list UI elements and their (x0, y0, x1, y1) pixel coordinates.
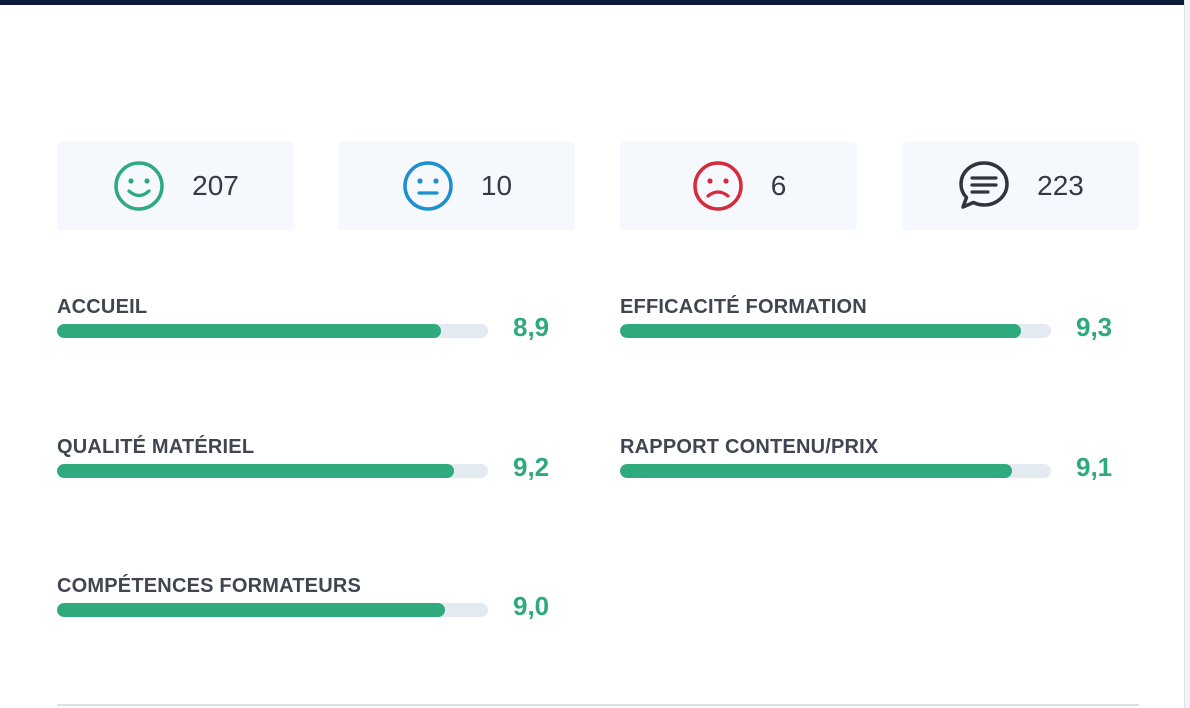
stat-card-satisfied: 207 (57, 142, 294, 230)
rating-fill (620, 464, 1013, 478)
rating-fill (57, 324, 441, 338)
rating-label: EFFICACITÉ FORMATION (620, 296, 867, 318)
rating-label: COMPÉTENCES FORMATEURS (57, 575, 362, 597)
rating-qualite-materiel: QUALITÉ MATÉRIEL 9,2 (57, 436, 557, 496)
comment-icon (957, 159, 1011, 213)
rating-fill (57, 464, 454, 478)
scrollbar[interactable] (1184, 0, 1190, 708)
rating-score: 8,9 (513, 312, 550, 342)
rating-score: 9,2 (513, 452, 550, 482)
top-navigation-bar (0, 0, 1190, 5)
section-divider (57, 704, 1139, 706)
rating-score: 9,0 (513, 591, 550, 621)
rating-label: ACCUEIL (57, 296, 148, 318)
stat-card-comments: 223 (902, 142, 1139, 230)
rating-track (620, 324, 1051, 338)
rating-fill (57, 603, 445, 617)
rating-track (57, 324, 488, 338)
rating-competences-formateurs: COMPÉTENCES FORMATEURS 9,0 (57, 575, 557, 635)
rating-track (57, 464, 488, 478)
smiley-sad-icon (691, 159, 745, 213)
stat-card-dissatisfied: 6 (620, 142, 857, 230)
rating-track (57, 603, 488, 617)
stat-card-neutral: 10 (338, 142, 575, 230)
stat-count-satisfied: 207 (192, 170, 239, 201)
rating-fill (620, 324, 1021, 338)
rating-accueil: ACCUEIL 8,9 (57, 296, 557, 356)
rating-label: QUALITÉ MATÉRIEL (57, 436, 255, 458)
rating-rapport-contenu-prix: RAPPORT CONTENU/PRIX 9,1 (620, 436, 1120, 496)
smiley-happy-icon (112, 159, 166, 213)
rating-label: RAPPORT CONTENU/PRIX (620, 436, 879, 458)
rating-score: 9,3 (1076, 312, 1113, 342)
feedback-panel (0, 5, 1184, 708)
stat-count-comments: 223 (1037, 170, 1084, 201)
stat-count-neutral: 10 (480, 170, 513, 201)
stat-count-dissatisfied: 6 (770, 170, 787, 201)
smiley-neutral-icon (401, 159, 455, 213)
rating-track (620, 464, 1051, 478)
rating-score: 9,1 (1076, 452, 1113, 482)
rating-efficacite-formation: EFFICACITÉ FORMATION 9,3 (620, 296, 1120, 356)
